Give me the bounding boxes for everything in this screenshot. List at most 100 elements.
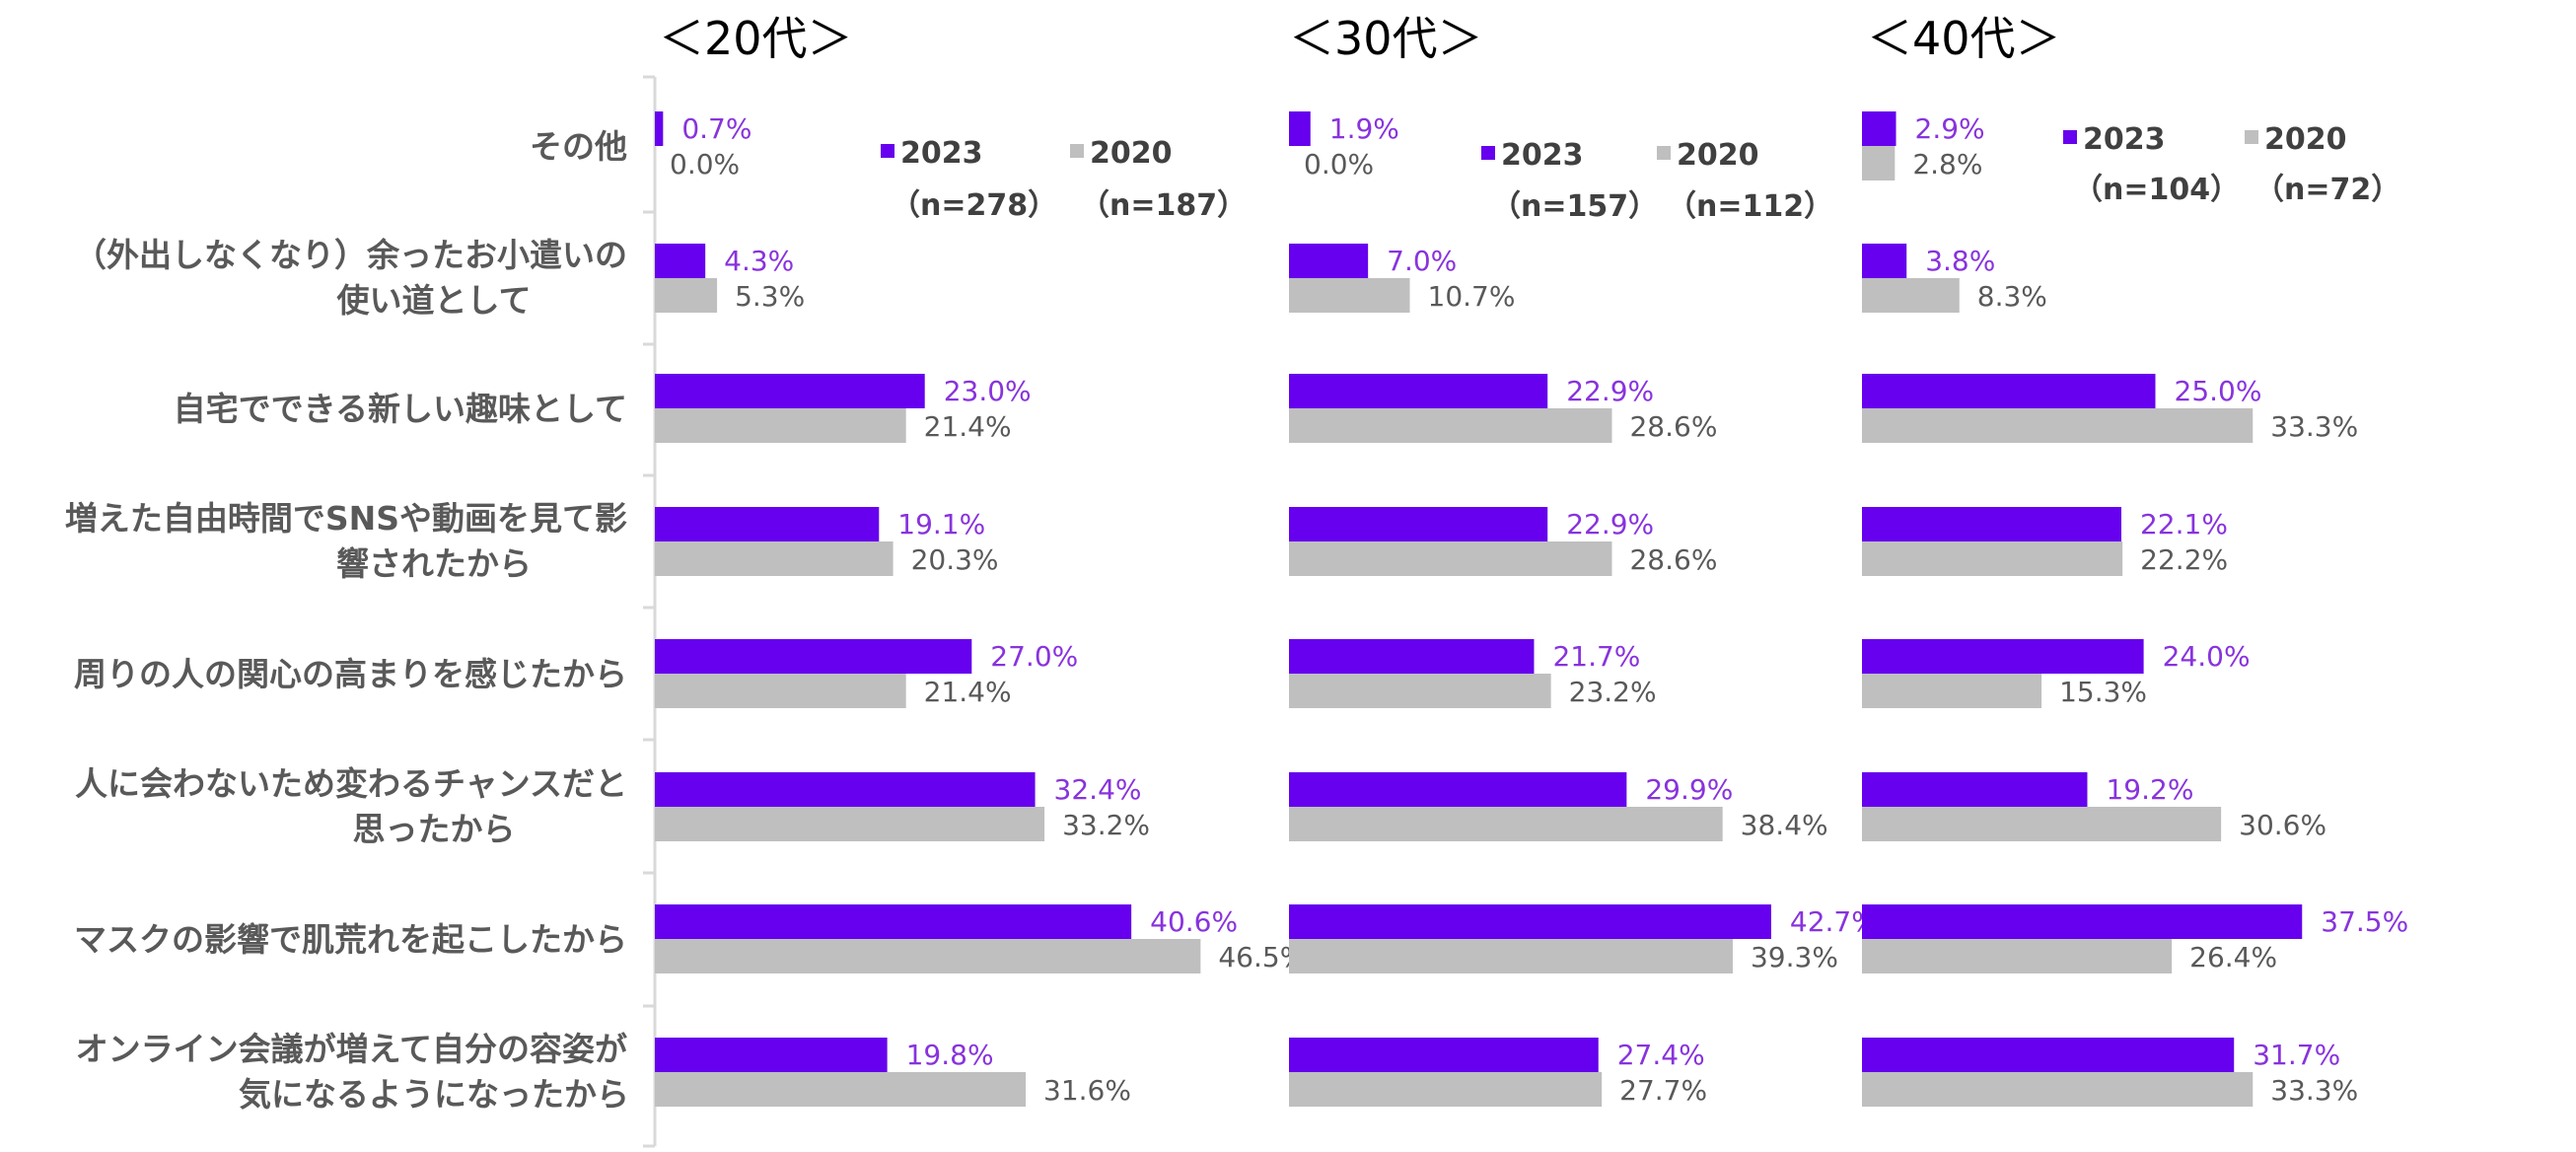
bar-2020 (1862, 278, 1960, 313)
category-label-line-2: 使い道として (336, 281, 531, 320)
value-label-2020: 33.2% (1062, 809, 1150, 841)
legend-n-2023: （n=278） (891, 188, 1057, 223)
value-label-2023: 23.0% (944, 375, 1032, 407)
bar-2023 (1289, 639, 1535, 674)
bar-2020 (655, 541, 894, 576)
bar-2023 (655, 111, 664, 146)
category-label: 周りの人の関心の高まりを感じたから (74, 655, 627, 693)
value-label-2020: 31.6% (1043, 1074, 1131, 1107)
bar-2023 (655, 639, 972, 674)
legend-swatch-2023 (1481, 146, 1495, 160)
bar-2020 (1289, 408, 1612, 443)
legend-label-2020: 2020 (1677, 138, 1759, 173)
value-label-2023: 27.0% (990, 640, 1078, 673)
bar-2023 (655, 244, 706, 278)
value-label-2023: 37.5% (2321, 905, 2408, 938)
value-label-2020: 27.7% (1619, 1074, 1707, 1107)
bar-2023 (1289, 772, 1627, 807)
legend-label-2023: 2023 (900, 136, 983, 171)
legend-swatch-2020 (1070, 144, 1084, 158)
bar-2020 (1289, 807, 1723, 841)
bar-2023 (1862, 507, 2121, 541)
value-label-2023: 27.4% (1617, 1039, 1705, 1071)
bar-2023 (655, 374, 925, 408)
legend-swatch-2023 (881, 144, 894, 158)
legend-label-2020: 2020 (2264, 122, 2347, 157)
bar-2023 (1289, 904, 1771, 939)
value-label-2023: 21.7% (1552, 640, 1640, 673)
bar-2023 (1862, 244, 1907, 278)
legend-swatch-2020 (1657, 146, 1671, 160)
legend-label-2023: 2023 (1501, 138, 1584, 173)
bar-2020 (655, 408, 906, 443)
value-label-2020: 15.3% (2059, 676, 2147, 708)
value-label-2020: 28.6% (1629, 543, 1717, 576)
legend-swatch-2023 (2063, 130, 2077, 144)
value-label-2023: 1.9% (1329, 112, 1399, 145)
value-label-2020: 26.4% (2189, 941, 2277, 973)
value-label-2020: 20.3% (911, 543, 999, 576)
value-label-2020: 2.8% (1912, 148, 1982, 180)
value-label-2020: 21.4% (924, 676, 1012, 708)
value-label-2023: 19.8% (906, 1039, 994, 1071)
value-label-2020: 23.2% (1569, 676, 1657, 708)
legend-swatch-2020 (2245, 130, 2258, 144)
value-label-2020: 8.3% (1977, 280, 2047, 313)
category-label: マスクの影響で肌荒れを起こしたから (74, 920, 627, 959)
category-label-line-1: 人に会わないため変わるチャンスだと (75, 764, 627, 803)
category-label-line-2: 響されたから (336, 544, 532, 583)
value-label-2023: 40.6% (1150, 905, 1238, 938)
bar-2023 (1862, 772, 2088, 807)
bar-2023 (1289, 1038, 1599, 1072)
value-label-2023: 29.9% (1645, 773, 1733, 806)
value-label-2023: 24.0% (2163, 640, 2251, 673)
value-label-2020: 38.4% (1741, 809, 1828, 841)
bar-2020 (1862, 807, 2222, 841)
bar-2023 (1862, 374, 2156, 408)
bar-2020 (1862, 674, 2042, 708)
value-label-2020: 21.4% (924, 410, 1012, 443)
bar-2020 (655, 1072, 1027, 1107)
value-label-2023: 25.0% (2175, 375, 2262, 407)
value-label-2020: 33.3% (2270, 1074, 2358, 1107)
category-label-line-1: オンライン会議が増えて自分の容姿が (76, 1030, 627, 1068)
bar-2020 (655, 807, 1045, 841)
bar-2023 (655, 772, 1036, 807)
legend-n-2023: （n=104） (2073, 173, 2240, 207)
category-label-line-1: （外出しなくなり）余ったお小遣いの (74, 236, 627, 274)
category-label-line-1: 増えた自由時間でSNSや動画を見て影 (65, 499, 627, 538)
bar-2023 (1862, 639, 2144, 674)
panel-title: ＜30代＞ (1289, 12, 1483, 65)
value-label-2020: 0.0% (1304, 148, 1374, 180)
value-label-2023: 2.9% (1915, 112, 1985, 145)
legend-n-2020: （n=72） (2254, 173, 2400, 207)
legend-label-2023: 2023 (2083, 122, 2166, 157)
bar-2020 (1289, 1072, 1603, 1107)
category-label: その他 (530, 127, 627, 166)
bar-2020 (1862, 1072, 2254, 1107)
value-label-2023: 32.4% (1054, 773, 1142, 806)
bar-2023 (655, 1038, 888, 1072)
bar-2023 (1289, 244, 1369, 278)
value-label-2023: 4.3% (724, 245, 794, 277)
bar-2023 (655, 904, 1132, 939)
value-label-2023: 22.9% (1566, 375, 1654, 407)
value-label-2023: 7.0% (1387, 245, 1457, 277)
bar-2023 (655, 507, 880, 541)
panel-title: ＜40代＞ (1867, 12, 2061, 65)
bar-2023 (1289, 374, 1548, 408)
bar-2020 (655, 278, 718, 313)
value-label-2020: 0.0% (670, 148, 740, 180)
bar-2020 (1862, 939, 2173, 973)
legend-n-2023: （n=157） (1491, 189, 1658, 224)
legend-label-2020: 2020 (1090, 136, 1173, 171)
value-label-2020: 10.7% (1428, 280, 1516, 313)
bar-2023 (1862, 1038, 2235, 1072)
value-label-2020: 33.3% (2270, 410, 2358, 443)
bar-2023 (1289, 507, 1548, 541)
value-label-2023: 3.8% (1925, 245, 1995, 277)
category-label: 自宅でできる新しい趣味として (174, 390, 627, 428)
value-label-2023: 31.7% (2253, 1039, 2340, 1071)
value-label-2020: 28.6% (1629, 410, 1717, 443)
